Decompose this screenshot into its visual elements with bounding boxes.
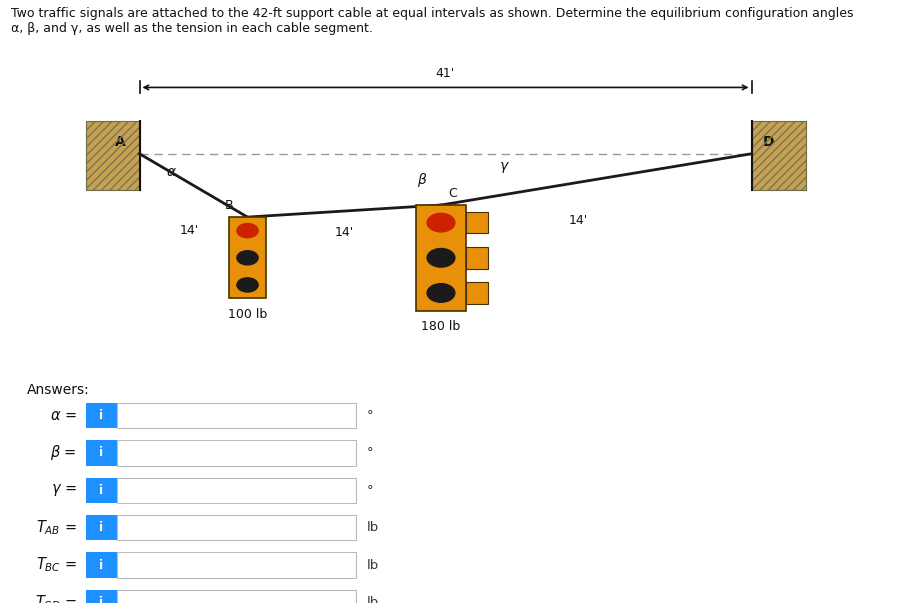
Text: °: ° [366, 409, 373, 422]
Text: B: B [224, 199, 233, 212]
Polygon shape [466, 282, 488, 304]
Text: 14': 14' [179, 224, 199, 238]
Bar [117, 478, 356, 503]
Text: $\alpha$ =: $\alpha$ = [50, 408, 76, 423]
Bar [86, 515, 117, 540]
Bar [229, 217, 266, 298]
Text: $T_{CD}$ =: $T_{CD}$ = [35, 593, 76, 603]
Text: i: i [99, 596, 104, 603]
Text: $T_{BC}$ =: $T_{BC}$ = [36, 555, 76, 575]
Text: 180 lb: 180 lb [421, 320, 461, 333]
Bar [86, 590, 117, 603]
Text: °: ° [366, 446, 373, 459]
Bar [752, 121, 806, 190]
Text: lb: lb [366, 596, 379, 603]
Circle shape [237, 251, 258, 265]
Text: $T_{AB}$ =: $T_{AB}$ = [36, 518, 76, 537]
Text: i: i [99, 409, 104, 422]
Circle shape [428, 213, 454, 232]
Bar [86, 121, 140, 190]
Text: i: i [99, 446, 104, 459]
Circle shape [237, 278, 258, 292]
Text: i: i [99, 521, 104, 534]
Text: $\beta$ =: $\beta$ = [50, 443, 76, 463]
Text: °: ° [366, 484, 373, 497]
Text: $\gamma$ =: $\gamma$ = [50, 482, 76, 498]
Text: i: i [99, 558, 104, 572]
Polygon shape [466, 212, 488, 233]
Bar [117, 552, 356, 578]
Text: lb: lb [366, 521, 379, 534]
Text: D: D [762, 135, 774, 149]
Text: 41': 41' [436, 66, 455, 80]
Polygon shape [466, 247, 488, 269]
Text: lb: lb [366, 558, 379, 572]
Bar [86, 478, 117, 503]
Text: 14': 14' [569, 214, 588, 227]
Circle shape [428, 283, 454, 302]
Text: β: β [417, 173, 426, 187]
Bar [86, 403, 117, 428]
Bar [117, 515, 356, 540]
Text: γ: γ [500, 159, 508, 172]
Bar [752, 121, 806, 190]
Text: A: A [115, 135, 126, 149]
Circle shape [237, 224, 258, 238]
Circle shape [428, 248, 454, 267]
Bar [86, 440, 117, 466]
Bar [117, 590, 356, 603]
Text: Answers:: Answers: [27, 383, 90, 397]
Bar [416, 205, 466, 311]
Text: 100 lb: 100 lb [228, 308, 267, 321]
Text: α, β, and γ, as well as the tension in each cable segment.: α, β, and γ, as well as the tension in e… [11, 22, 373, 36]
Text: C: C [448, 187, 457, 200]
Bar [117, 403, 356, 428]
Text: 14': 14' [335, 226, 354, 239]
Bar [86, 552, 117, 578]
Text: i: i [99, 484, 104, 497]
Text: α: α [166, 165, 176, 178]
Text: Two traffic signals are attached to the 42-ft support cable at equal intervals a: Two traffic signals are attached to the … [11, 7, 853, 21]
Bar [117, 440, 356, 466]
Bar [86, 121, 140, 190]
